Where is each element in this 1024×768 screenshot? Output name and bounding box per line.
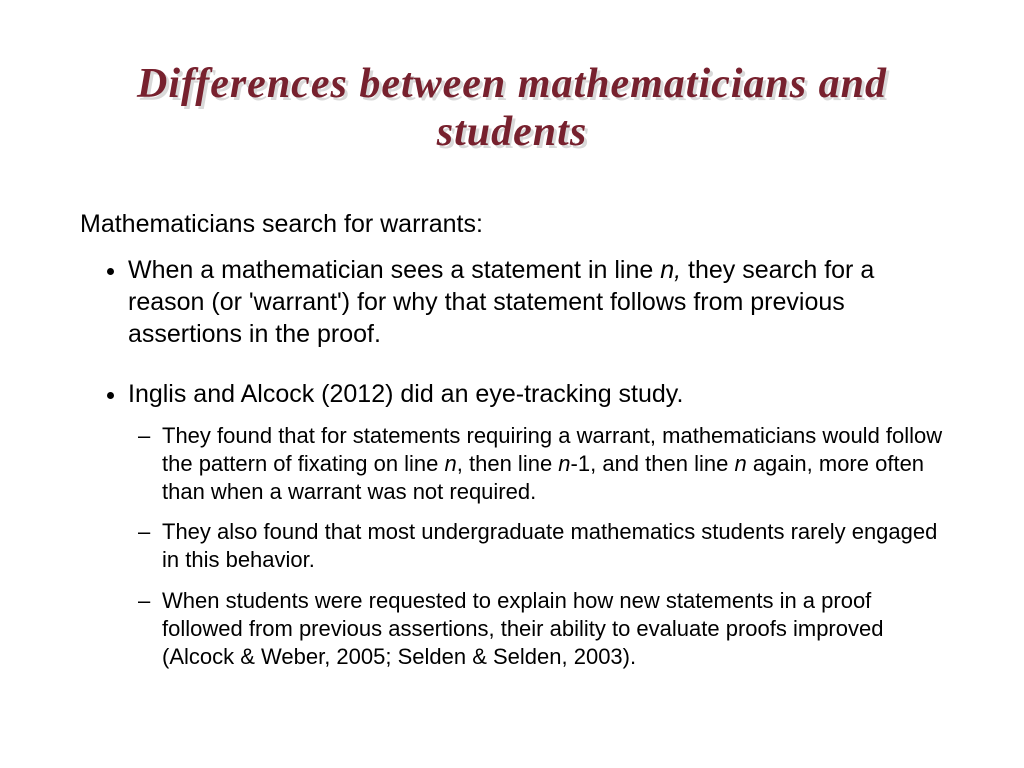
- bullet-1-text-a: When a mathematician sees a statement in…: [128, 256, 660, 284]
- slide-title: Differences between mathematicians and s…: [80, 60, 944, 157]
- sub-1-n3: n: [734, 451, 746, 476]
- bullet-2-text: Inglis and Alcock (2012) did an eye-trac…: [128, 380, 683, 408]
- bullet-2: Inglis and Alcock (2012) did an eye-trac…: [128, 378, 944, 671]
- sub-bullet-1: They found that for statements requiring…: [162, 422, 944, 506]
- lead-text: Mathematicians search for warrants:: [80, 209, 944, 240]
- sub-1-c: -1, and then line: [571, 451, 735, 476]
- sub-bullet-2: They also found that most undergraduate …: [162, 518, 944, 574]
- sub-bullet-3: When students were requested to explain …: [162, 587, 944, 671]
- sub-1-n2: n: [558, 451, 570, 476]
- bullet-1-italic-n: n,: [660, 256, 681, 284]
- bullet-list: When a mathematician sees a statement in…: [80, 254, 944, 671]
- bullet-1: When a mathematician sees a statement in…: [128, 254, 944, 350]
- sub-bullet-list: They found that for statements requiring…: [128, 422, 944, 671]
- slide: Differences between mathematicians and s…: [0, 0, 1024, 723]
- sub-1-n1: n: [445, 451, 457, 476]
- sub-1-b: , then line: [457, 451, 559, 476]
